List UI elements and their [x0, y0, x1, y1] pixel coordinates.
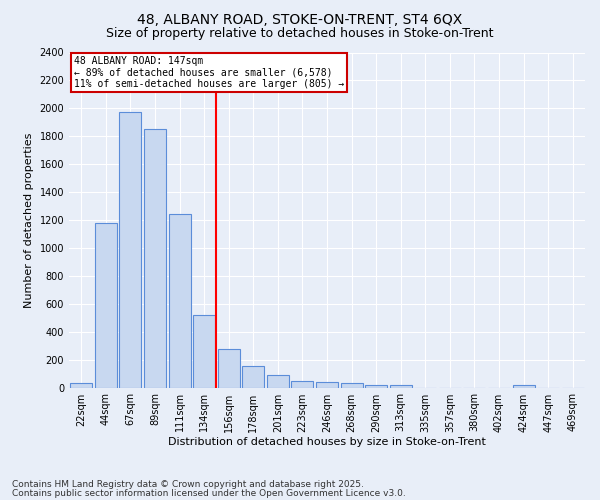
Text: Contains public sector information licensed under the Open Government Licence v3: Contains public sector information licen… [12, 488, 406, 498]
Bar [389, 386, 412, 388]
X-axis label: Distribution of detached houses by size in Stoke-on-Trent: Distribution of detached houses by size … [168, 438, 486, 448]
Text: 48 ALBANY ROAD: 147sqm
← 89% of detached houses are smaller (6,578)
11% of semi-: 48 ALBANY ROAD: 147sqm ← 89% of detached… [74, 56, 344, 89]
Bar [119, 112, 142, 388]
Text: Size of property relative to detached houses in Stoke-on-Trent: Size of property relative to detached ho… [106, 28, 494, 40]
Bar [169, 214, 191, 388]
Bar [316, 382, 338, 388]
Bar [218, 349, 240, 388]
Bar [193, 315, 215, 388]
Bar [144, 130, 166, 388]
Bar [365, 384, 387, 388]
Bar [512, 384, 535, 388]
Bar [95, 224, 117, 388]
Text: 48, ALBANY ROAD, STOKE-ON-TRENT, ST4 6QX: 48, ALBANY ROAD, STOKE-ON-TRENT, ST4 6QX [137, 12, 463, 26]
Bar [70, 384, 92, 388]
Bar [341, 384, 362, 388]
Bar [292, 380, 313, 388]
Y-axis label: Number of detached properties: Number of detached properties [24, 132, 34, 308]
Bar [267, 375, 289, 388]
Bar [242, 366, 265, 388]
Text: Contains HM Land Registry data © Crown copyright and database right 2025.: Contains HM Land Registry data © Crown c… [12, 480, 364, 489]
